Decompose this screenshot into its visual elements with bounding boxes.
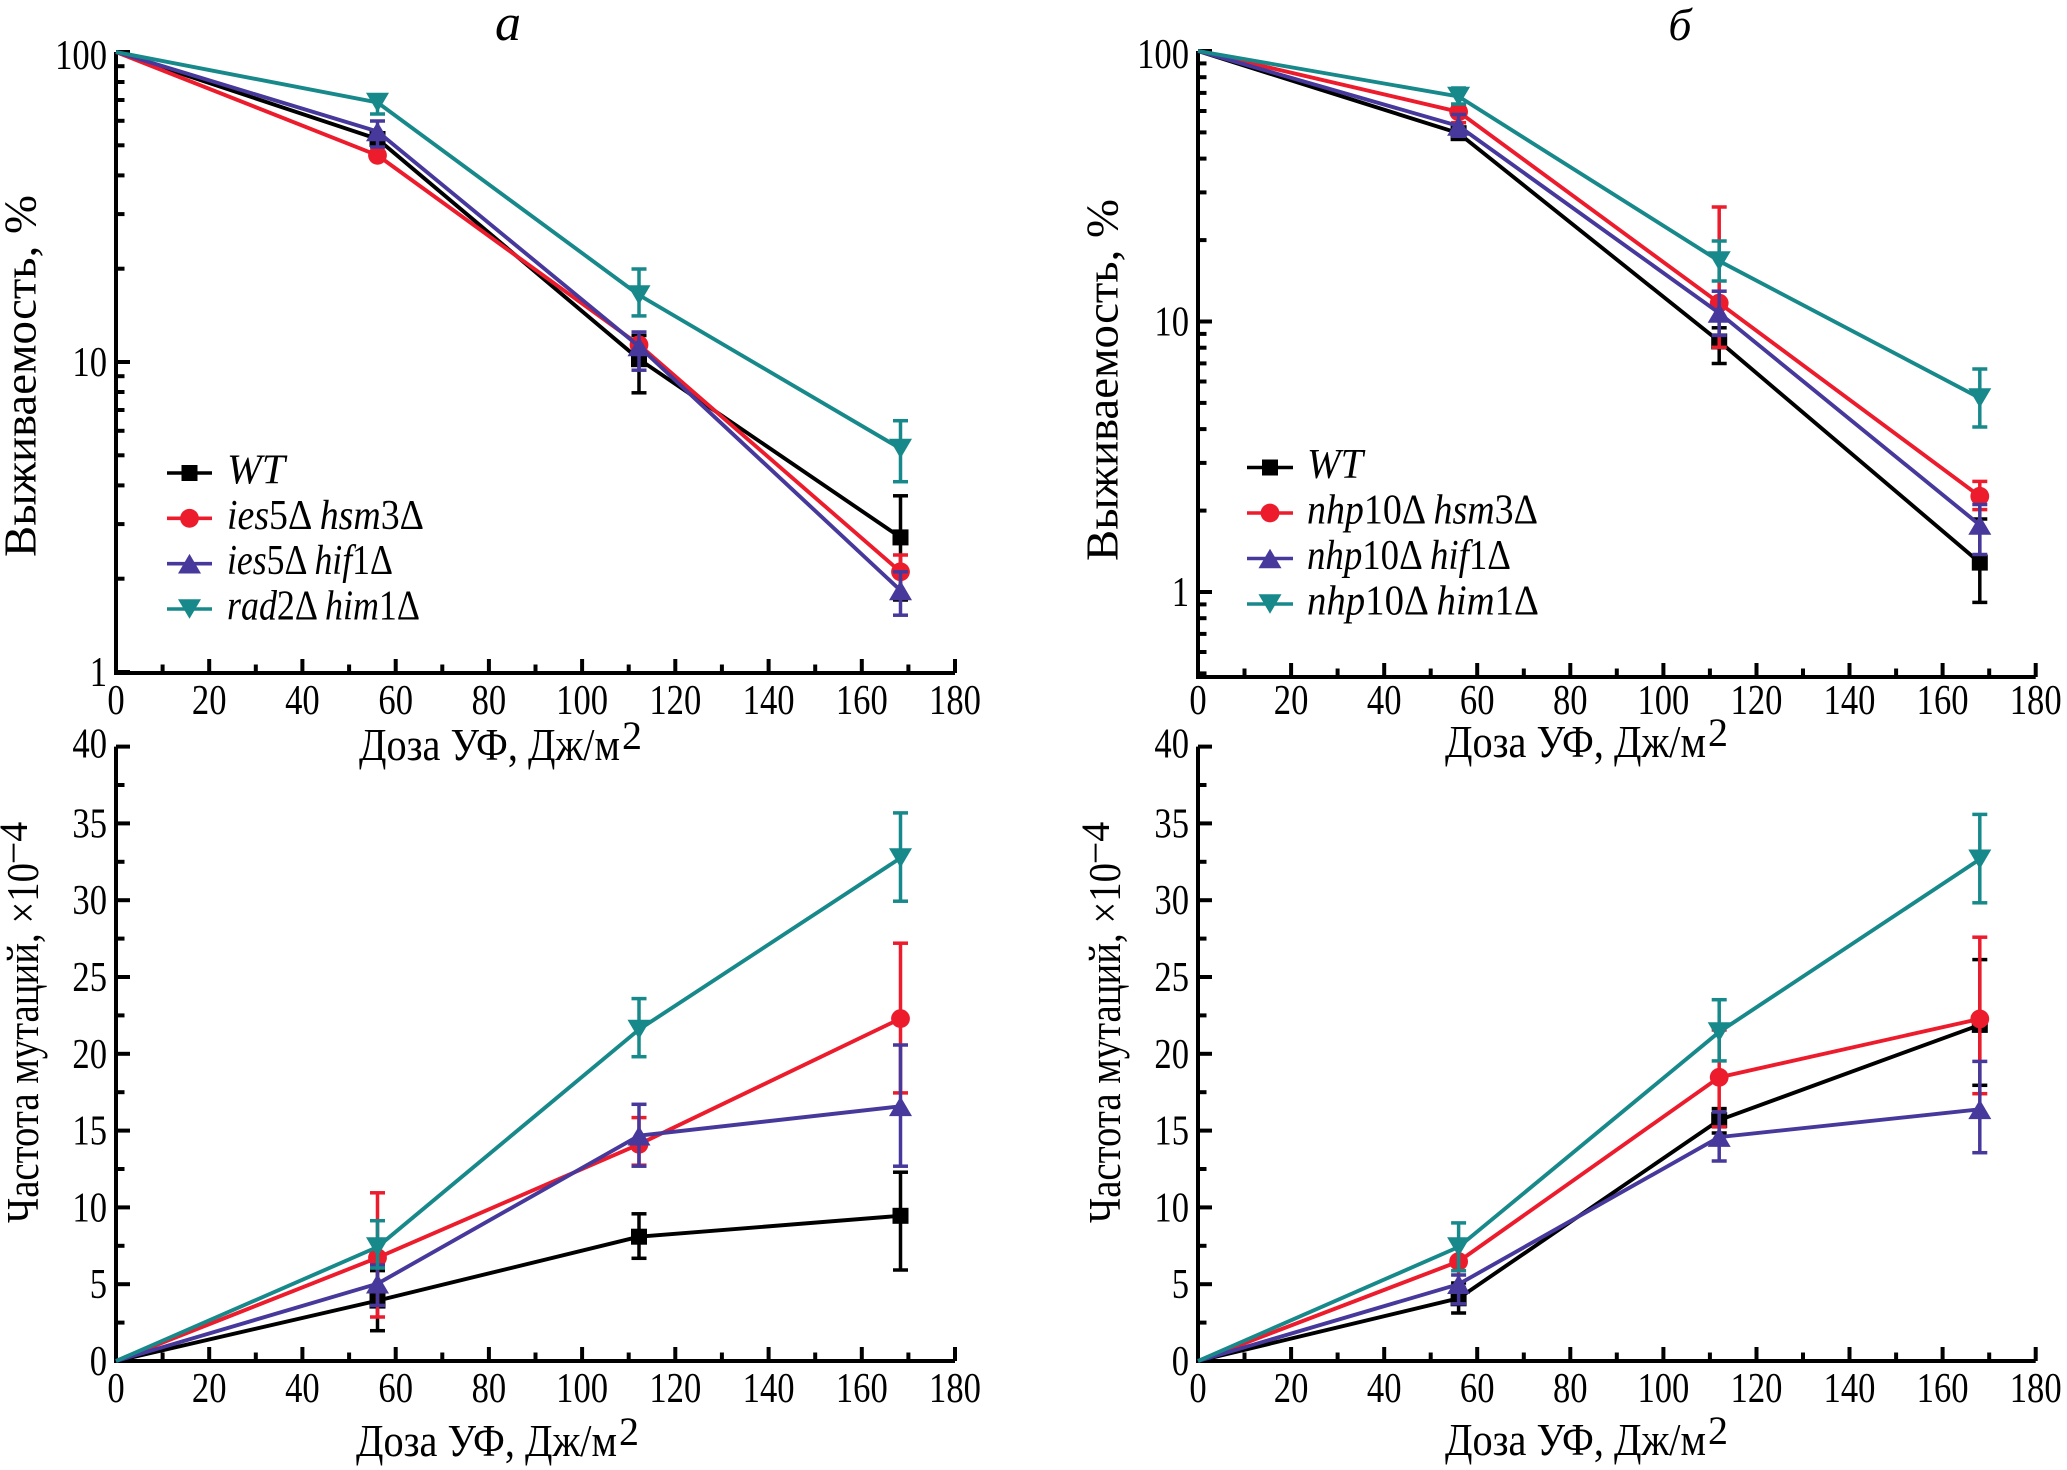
svg-text:20: 20 (72, 1032, 107, 1078)
svg-text:40: 40 (72, 722, 107, 768)
svg-text:2: 2 (619, 1409, 639, 1454)
svg-text:60: 60 (1460, 678, 1495, 724)
svg-text:40: 40 (1367, 678, 1402, 724)
svg-text:20: 20 (192, 678, 227, 724)
svg-text:120: 120 (649, 678, 701, 724)
svg-text:40: 40 (1367, 1366, 1402, 1412)
svg-text:ies5Δ hif1Δ: ies5Δ hif1Δ (227, 538, 393, 584)
svg-text:20: 20 (1274, 678, 1309, 724)
svg-text:60: 60 (1460, 1366, 1495, 1412)
svg-text:0: 0 (90, 1339, 107, 1385)
svg-text:Частота мутаций, ×10: Частота мутаций, ×10 (1080, 863, 1130, 1223)
svg-text:60: 60 (378, 1366, 413, 1412)
svg-text:rad2Δ him1Δ: rad2Δ him1Δ (227, 584, 420, 630)
svg-text:10: 10 (1154, 300, 1189, 346)
svg-text:30: 30 (72, 878, 107, 924)
svg-text:0: 0 (107, 678, 124, 724)
svg-text:20: 20 (1274, 1366, 1309, 1412)
svg-text:100: 100 (1137, 32, 1189, 78)
svg-text:0: 0 (107, 1366, 124, 1412)
svg-text:Доза УФ, Дж/м: Доза УФ, Дж/м (1445, 717, 1706, 767)
svg-text:Выживаемость, %: Выживаемость, % (1078, 199, 1128, 561)
svg-text:nhp10Δ hif1Δ: nhp10Δ hif1Δ (1307, 533, 1511, 579)
svg-text:140: 140 (743, 1366, 795, 1412)
svg-text:15: 15 (72, 1109, 107, 1155)
svg-text:−4: −4 (1073, 822, 1118, 865)
svg-text:80: 80 (472, 1366, 507, 1412)
svg-text:nhp10Δ him1Δ: nhp10Δ him1Δ (1307, 579, 1539, 625)
svg-text:WT: WT (1307, 442, 1366, 488)
svg-text:160: 160 (1917, 1366, 1969, 1412)
svg-text:180: 180 (2010, 1366, 2062, 1412)
svg-text:a: a (495, 0, 521, 52)
svg-text:Выживаемость, %: Выживаемость, % (0, 195, 46, 557)
svg-text:20: 20 (1154, 1032, 1189, 1078)
svg-text:Частота мутаций, ×10: Частота мутаций, ×10 (0, 863, 48, 1223)
svg-text:35: 35 (1154, 801, 1189, 847)
svg-text:2: 2 (1708, 710, 1728, 755)
svg-text:180: 180 (2010, 678, 2062, 724)
svg-text:80: 80 (1553, 678, 1588, 724)
svg-text:ies5Δ hsm3Δ: ies5Δ hsm3Δ (227, 493, 424, 539)
svg-text:10: 10 (72, 340, 107, 386)
svg-text:0: 0 (1172, 1339, 1189, 1385)
svg-text:20: 20 (192, 1366, 227, 1412)
svg-text:120: 120 (649, 1366, 701, 1412)
svg-text:10: 10 (72, 1185, 107, 1231)
svg-text:60: 60 (378, 678, 413, 724)
svg-text:100: 100 (1637, 678, 1689, 724)
svg-text:2: 2 (1708, 1408, 1728, 1453)
svg-text:120: 120 (1731, 1366, 1783, 1412)
svg-text:120: 120 (1731, 678, 1783, 724)
svg-text:Доза УФ, Дж/м: Доза УФ, Дж/м (356, 1416, 617, 1466)
svg-text:5: 5 (90, 1262, 107, 1308)
svg-text:25: 25 (1154, 955, 1189, 1001)
svg-text:35: 35 (72, 801, 107, 847)
svg-text:40: 40 (1154, 722, 1189, 768)
svg-text:100: 100 (556, 1366, 608, 1412)
svg-text:Доза УФ, Дж/м: Доза УФ, Дж/м (359, 720, 620, 770)
svg-text:180: 180 (929, 678, 981, 724)
svg-text:40: 40 (285, 1366, 320, 1412)
svg-text:160: 160 (836, 1366, 888, 1412)
svg-text:nhp10Δ hsm3Δ: nhp10Δ hsm3Δ (1307, 488, 1538, 534)
svg-text:1: 1 (90, 650, 107, 696)
svg-text:10: 10 (1154, 1185, 1189, 1231)
svg-text:100: 100 (1637, 1366, 1689, 1412)
svg-text:160: 160 (1917, 678, 1969, 724)
svg-text:80: 80 (472, 678, 507, 724)
svg-text:40: 40 (285, 678, 320, 724)
svg-text:1: 1 (1172, 570, 1189, 616)
svg-text:140: 140 (743, 678, 795, 724)
svg-text:2: 2 (622, 713, 642, 758)
svg-text:5: 5 (1172, 1262, 1189, 1308)
svg-text:140: 140 (1824, 678, 1876, 724)
svg-text:80: 80 (1553, 1366, 1588, 1412)
svg-text:0: 0 (1189, 1366, 1206, 1412)
svg-text:15: 15 (1154, 1109, 1189, 1155)
svg-text:0: 0 (1189, 678, 1206, 724)
svg-text:100: 100 (556, 678, 608, 724)
svg-text:WT: WT (227, 448, 288, 494)
svg-text:180: 180 (929, 1366, 981, 1412)
svg-text:140: 140 (1824, 1366, 1876, 1412)
svg-text:25: 25 (72, 955, 107, 1001)
svg-text:−4: −4 (0, 822, 36, 865)
svg-text:б: б (1668, 0, 1693, 50)
svg-text:100: 100 (55, 33, 107, 79)
svg-text:30: 30 (1154, 878, 1189, 924)
svg-text:Доза УФ, Дж/м: Доза УФ, Дж/м (1445, 1415, 1706, 1465)
svg-text:160: 160 (836, 678, 888, 724)
